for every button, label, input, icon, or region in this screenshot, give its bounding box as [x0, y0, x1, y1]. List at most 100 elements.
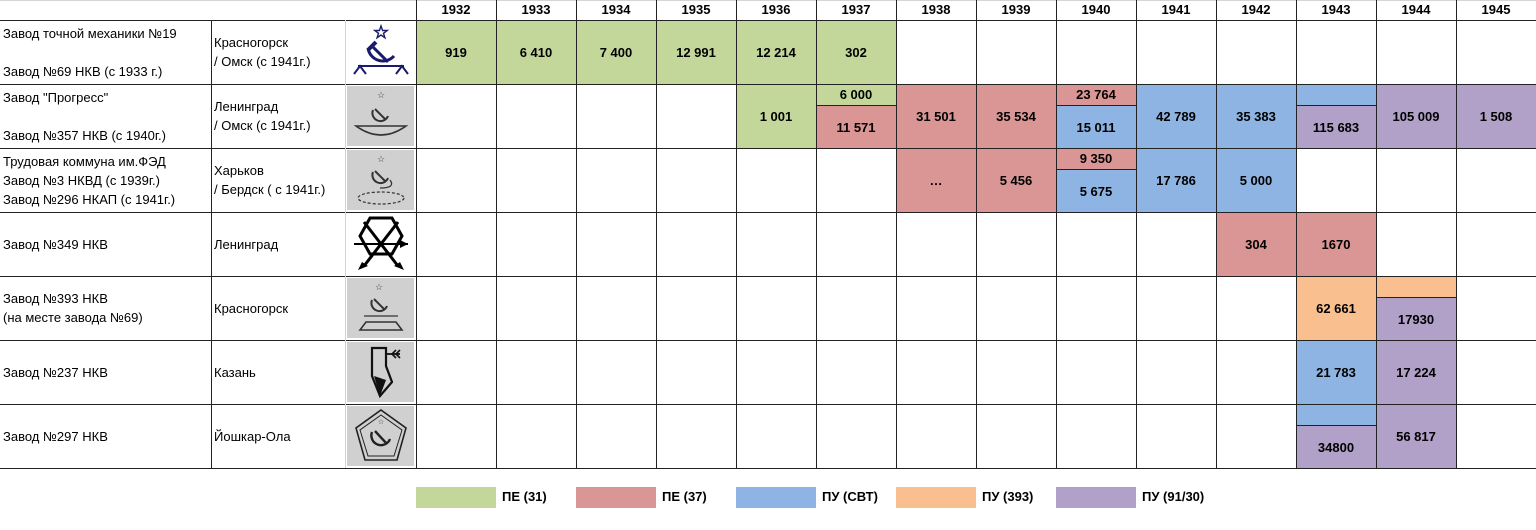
factory-name: Завод "Прогресс" Завод №357 НКВ (с 1940г… [3, 89, 166, 143]
legend-label: ПЕ (37) [662, 489, 707, 504]
year-header: 1939 [1001, 2, 1031, 17]
grid-line [896, 0, 897, 468]
data-cell: 5 000 [1216, 148, 1296, 212]
data-cell: 34800 [1296, 425, 1376, 468]
data-cell: 17930 [1376, 297, 1456, 340]
data-cell [1296, 84, 1376, 105]
data-cell: 6 410 [496, 20, 576, 84]
year-header: 1937 [841, 2, 871, 17]
data-cell: 6 000 [816, 84, 896, 105]
factory-city: Ленинград / Омск (с 1941г.) [214, 99, 311, 133]
grid-line [1376, 0, 1377, 468]
year-header: 1933 [521, 2, 551, 17]
grid-line [211, 20, 212, 468]
pentagon-hammer-sickle-icon: ☆ [347, 406, 414, 466]
legend-item: ПЕ (31) [416, 487, 566, 508]
grid-line [656, 0, 657, 468]
grid-line [0, 84, 1536, 85]
grid-line [576, 0, 577, 468]
hammer-sickle-arrows-icon [347, 22, 414, 82]
legend-swatch [736, 487, 816, 508]
legend-item: ПУ (393) [896, 487, 1046, 508]
hammer-sickle-ellipse-icon: ☆ [347, 150, 414, 210]
grid-line [0, 0, 1536, 1]
data-cell: 31 501 [896, 84, 976, 148]
grid-line [1216, 0, 1217, 468]
year-header: 1940 [1081, 2, 1111, 17]
grid-line [0, 468, 1536, 469]
legend-label: ПУ (91/30) [1142, 489, 1205, 504]
data-cell: 35 534 [976, 84, 1056, 148]
svg-text:☆: ☆ [374, 282, 382, 292]
legend-swatch [1056, 487, 1136, 508]
factory-city: Ленинград [214, 236, 279, 252]
data-cell [1376, 276, 1456, 297]
data-cell: 56 817 [1376, 404, 1456, 468]
grid-line [416, 0, 417, 468]
legend-label: ПУ (393) [982, 489, 1034, 504]
factory-city: Красногорск [214, 300, 289, 316]
legend-label: ПУ (СВТ) [822, 489, 878, 504]
factory-city: Харьков / Бердск ( с 1941г.) [214, 163, 326, 197]
grid-line [1136, 0, 1137, 468]
hexagon-arrows-icon [353, 216, 408, 270]
hammer-sickle-trapezoid-icon: ☆ [357, 282, 404, 331]
data-cell: 11 571 [816, 105, 896, 148]
year-header: 1944 [1401, 2, 1431, 17]
grid-line [1296, 0, 1297, 468]
data-cell: 115 683 [1296, 105, 1376, 148]
year-header: 1942 [1241, 2, 1271, 17]
data-cell: 62 661 [1296, 276, 1376, 340]
year-header: 1938 [921, 2, 951, 17]
data-cell: 302 [816, 20, 896, 84]
hammer-sickle-ellipse-icon: ☆ [356, 154, 405, 205]
pentagon-hammer-sickle-icon: ☆ [354, 409, 407, 461]
year-header: 1935 [681, 2, 711, 17]
data-cell: 7 400 [576, 20, 656, 84]
factory-name: Завод №349 НКВ [3, 236, 108, 252]
factory-name: Завод точной механики №19 Завод №69 НКВ … [3, 25, 177, 79]
kazan-arrow-icon [347, 342, 414, 402]
data-cell: 15 011 [1056, 105, 1136, 148]
data-cell: 12 991 [656, 20, 736, 84]
hammer-sickle-arrows-icon [352, 23, 409, 75]
factory-city: Йошкар-Ола [214, 428, 291, 444]
factory-name: Трудовая коммуна им.ФЭД Завод №3 НКВД (с… [3, 153, 176, 207]
year-header: 1932 [441, 2, 471, 17]
data-cell: 21 783 [1296, 340, 1376, 404]
data-cell: 9 350 [1056, 148, 1136, 169]
svg-text:☆: ☆ [376, 154, 384, 164]
grid-line [0, 340, 1536, 341]
legend-item: ПУ (91/30) [1056, 487, 1206, 508]
grid-line [1456, 0, 1457, 468]
data-cell: 23 764 [1056, 84, 1136, 105]
legend-swatch [416, 487, 496, 508]
year-header: 1936 [761, 2, 791, 17]
grid-line [345, 20, 346, 468]
data-cell: 42 789 [1136, 84, 1216, 148]
hammer-sickle-trapezoid-icon: ☆ [347, 278, 414, 338]
data-cell: 17 224 [1376, 340, 1456, 404]
grid-line [816, 0, 817, 468]
factory-city: Красногорск / Омск (с 1941г.) [214, 35, 311, 69]
year-header: 1941 [1161, 2, 1191, 17]
legend-item: ПУ (СВТ) [736, 487, 886, 508]
grid-line [0, 276, 1536, 277]
data-cell: … [896, 148, 976, 212]
grid-line [0, 148, 1536, 149]
data-cell: 1 001 [736, 84, 816, 148]
data-cell: 35 383 [1216, 84, 1296, 148]
hexagon-arrows-icon [347, 214, 414, 274]
data-cell: 5 675 [1056, 169, 1136, 212]
data-cell: 17 786 [1136, 148, 1216, 212]
factory-name: Завод №393 НКВ (на месте завода №69) [3, 291, 143, 325]
kazan-arrow-icon [370, 346, 401, 399]
factory-name: Завод №297 НКВ [3, 428, 108, 444]
data-cell: 1670 [1296, 212, 1376, 276]
data-cell: 5 456 [976, 148, 1056, 212]
legend-item: ПЕ (37) [576, 487, 726, 508]
data-cell: 105 009 [1376, 84, 1456, 148]
legend-swatch [576, 487, 656, 508]
factory-city: Казань [214, 364, 256, 380]
grid-line [496, 0, 497, 468]
